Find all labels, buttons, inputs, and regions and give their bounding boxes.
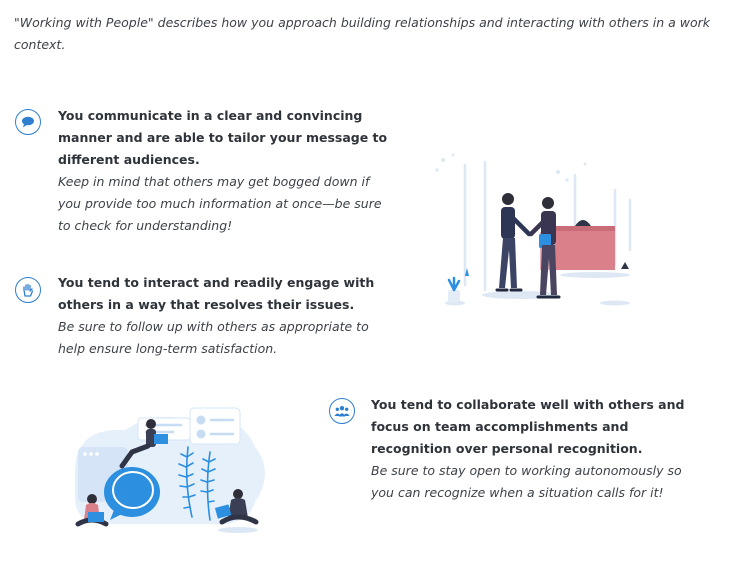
- trait-collaboration: You tend to collaborate well with others…: [371, 394, 706, 504]
- trait-statement: You tend to interact and readily engage …: [58, 275, 375, 312]
- raised-hand-icon: [15, 277, 41, 303]
- trait-engagement: You tend to interact and readily engage …: [58, 272, 378, 360]
- people-group-icon: [329, 398, 355, 424]
- collaboration-illustration: [75, 407, 265, 533]
- trait-tip: Be sure to stay open to working autonomo…: [371, 463, 682, 500]
- handshake-illustration: [435, 153, 632, 306]
- trait-statement: You tend to collaborate well with others…: [371, 397, 685, 456]
- trait-tip: Be sure to follow up with others as appr…: [58, 319, 369, 356]
- trait-statement: You communicate in a clear and convincin…: [58, 108, 388, 167]
- speech-bubble-icon: [15, 109, 41, 135]
- trait-communication: You communicate in a clear and convincin…: [58, 105, 388, 237]
- trait-tip: Keep in mind that others may get bogged …: [58, 174, 382, 233]
- intro-text: "Working with People" describes how you …: [14, 15, 710, 52]
